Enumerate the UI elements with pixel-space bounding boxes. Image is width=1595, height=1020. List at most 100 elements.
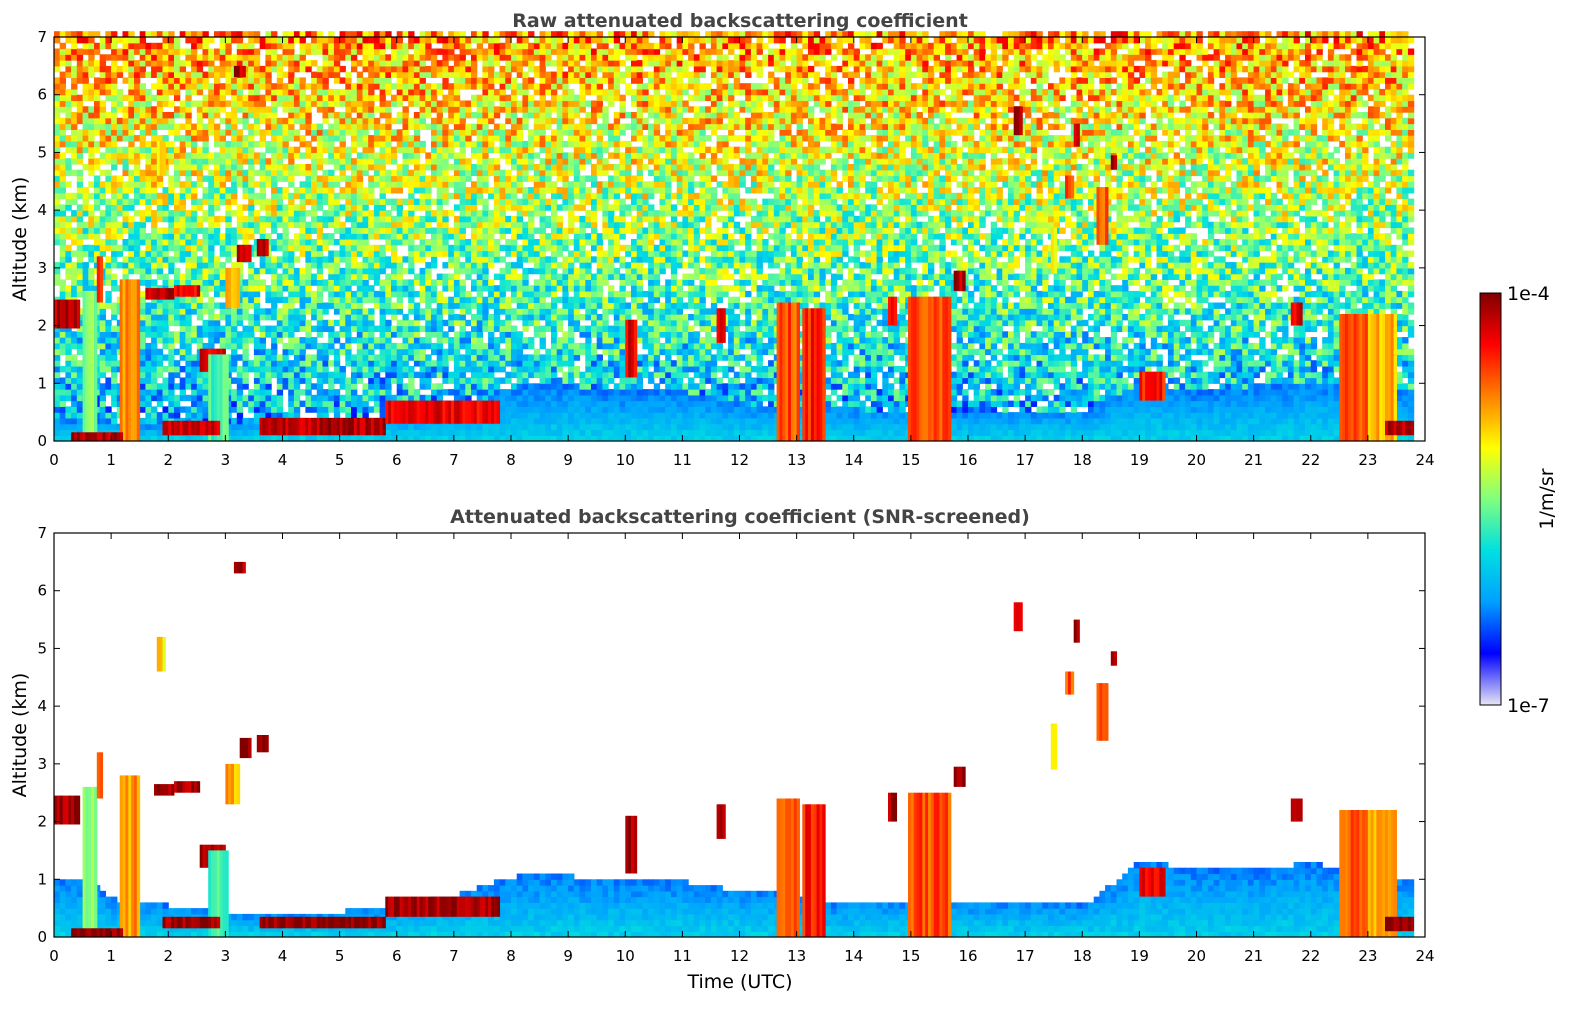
heatmap-cell — [151, 42, 158, 50]
heatmap-cell — [248, 112, 255, 119]
heatmap-cell — [408, 169, 415, 177]
heatmap-cell — [99, 187, 107, 194]
heatmap-cell — [242, 175, 249, 182]
heatmap-cell — [82, 267, 89, 275]
heatmap-cell — [71, 83, 78, 90]
heatmap-cell — [356, 187, 364, 194]
heatmap-cell — [293, 221, 301, 229]
heatmap-cell — [271, 146, 278, 154]
heatmap-cell — [242, 77, 249, 84]
heatmap-cell — [476, 83, 484, 90]
heatmap-cell — [111, 42, 118, 50]
heatmap-cell — [288, 262, 295, 269]
heatmap-cell — [54, 60, 61, 67]
heatmap-cell — [196, 377, 204, 384]
heatmap-cell — [379, 412, 386, 419]
heatmap-cell — [99, 308, 107, 315]
heatmap-cell — [385, 354, 392, 361]
heatmap-cell — [511, 296, 518, 304]
heatmap-cell — [225, 256, 232, 263]
heatmap-cell — [208, 319, 215, 327]
heatmap-cell — [134, 94, 141, 102]
heatmap-cell — [442, 117, 449, 125]
heatmap-cell — [191, 37, 198, 44]
heatmap-cell — [225, 308, 232, 315]
heatmap-cell — [362, 325, 369, 332]
heatmap-cell — [236, 383, 244, 390]
heatmap-cell — [191, 273, 198, 280]
heatmap-cell — [339, 135, 346, 142]
heatmap-cell — [488, 48, 495, 55]
heatmap-cell — [379, 290, 386, 298]
heatmap-cell — [82, 164, 89, 171]
heatmap-cell — [276, 135, 284, 142]
heatmap-cell — [139, 302, 147, 309]
heatmap-cell — [511, 164, 518, 171]
heatmap-cell — [419, 377, 426, 384]
heatmap-cell — [459, 383, 466, 390]
heatmap-cell — [185, 412, 192, 419]
heatmap-cell — [168, 239, 175, 246]
heatmap-cell — [396, 279, 404, 286]
heatmap-cell — [248, 31, 255, 38]
heatmap-cell — [179, 319, 187, 327]
heatmap-cell — [134, 48, 141, 55]
heatmap-cell — [76, 337, 84, 344]
heatmap-cell — [76, 400, 84, 407]
heatmap-cell — [202, 319, 209, 327]
heatmap-cell — [111, 112, 118, 119]
heatmap-cell — [271, 325, 278, 332]
heatmap-cell — [499, 377, 506, 384]
heatmap-cell — [111, 256, 118, 263]
heatmap-cell — [219, 106, 227, 113]
heatmap-cell — [448, 348, 455, 356]
heatmap-cell — [351, 158, 358, 165]
heatmap-cell — [391, 267, 398, 275]
heatmap-cell — [196, 400, 204, 407]
heatmap-cell — [162, 215, 169, 223]
heatmap-cell — [54, 112, 61, 119]
heatmap-cell — [402, 60, 409, 67]
heatmap-cell — [202, 331, 209, 338]
heatmap-cell — [259, 227, 267, 234]
heatmap-cell — [471, 65, 478, 73]
heatmap-cell — [471, 221, 478, 229]
heatmap-cell — [356, 192, 364, 200]
heatmap-cell — [339, 123, 346, 130]
heatmap-cell — [54, 337, 61, 344]
heatmap-cell — [431, 94, 438, 102]
heatmap-cell — [282, 123, 289, 130]
heatmap-cell — [351, 383, 358, 390]
heatmap-cell — [236, 37, 244, 44]
heatmap-cell — [305, 244, 312, 252]
heatmap-cell — [396, 65, 404, 73]
heatmap-cell — [333, 210, 341, 217]
heatmap-cell — [94, 123, 101, 130]
heatmap-cell — [54, 325, 61, 332]
heatmap-cell — [145, 394, 152, 402]
heatmap-cell — [111, 239, 118, 246]
heatmap-cell — [54, 65, 61, 73]
heatmap-cell — [311, 262, 318, 269]
heatmap-cell — [288, 48, 295, 55]
heatmap-cell — [293, 296, 301, 304]
heatmap-cell — [402, 169, 409, 177]
heatmap-cell — [116, 221, 124, 229]
heatmap-cell — [253, 435, 261, 442]
heatmap-cells — [54, 31, 1415, 442]
heatmap-cell — [59, 394, 67, 402]
heatmap-cell — [156, 348, 164, 356]
heatmap-cell — [191, 140, 198, 148]
heatmap-cell — [94, 164, 101, 171]
heatmap-cell — [408, 331, 415, 338]
heatmap-cell — [196, 164, 204, 171]
heatmap-cell — [139, 106, 147, 113]
heatmap-cell — [408, 429, 415, 436]
heatmap-cell — [88, 244, 95, 252]
heatmap-cell — [105, 152, 112, 159]
heatmap-cell — [151, 146, 158, 154]
heatmap-cell — [196, 325, 204, 332]
heatmap-cell — [316, 239, 324, 246]
heatmap-cell — [168, 337, 175, 344]
heatmap-cell — [185, 175, 192, 182]
